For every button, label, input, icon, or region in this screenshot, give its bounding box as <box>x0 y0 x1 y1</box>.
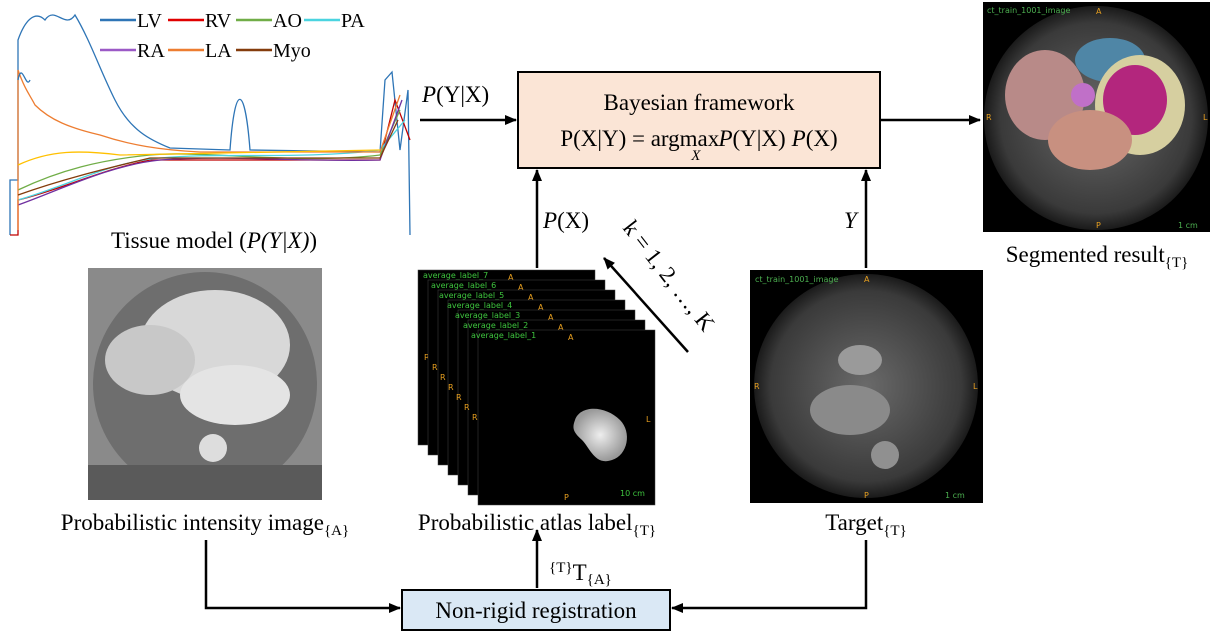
tissue-caption: Tissue model (P(Y|X)) <box>111 228 317 253</box>
legend: LV RV AO PA RA LA Myo <box>100 10 365 62</box>
atlas-layer-label: average_label_2 <box>463 321 528 330</box>
caption-text: Segmented result <box>1006 242 1166 267</box>
caption-text: Probabilistic atlas label <box>418 510 633 535</box>
legend-label: RA <box>137 40 165 62</box>
orientation: L <box>646 415 651 424</box>
caption-text: ) <box>309 228 317 253</box>
legend-label: AO <box>273 10 302 32</box>
label-fn: P <box>542 208 557 233</box>
caption-text: Tissue model ( <box>111 228 247 253</box>
arrow-label: Y <box>844 208 859 233</box>
orientation: R <box>472 413 478 422</box>
formula-part: P <box>791 126 806 151</box>
atlas-layer-label: average_label_1 <box>471 331 536 340</box>
orientation: P <box>864 491 869 500</box>
caption-sub: {T} <box>1165 255 1189 271</box>
caption-sub: {A} <box>324 523 349 539</box>
formula-part: (X) <box>806 126 838 151</box>
scale-bar: 1 cm <box>945 491 965 500</box>
caption-text: Target <box>825 510 884 535</box>
orientation: R <box>986 113 992 122</box>
bayesian-title: Bayesian framework <box>604 90 795 115</box>
orientation: L <box>973 382 978 391</box>
orientation: A <box>1096 7 1102 16</box>
orientation: R <box>464 403 470 412</box>
target-caption: Target{T} <box>825 510 907 539</box>
atlas-layer-label: average_label_5 <box>439 291 504 300</box>
caption-math: P(Y|X) <box>246 228 310 253</box>
label-sub: {A} <box>587 572 612 588</box>
formula-part: P <box>717 126 732 151</box>
diagram: LVRVAOPARALAMyo Tissue model (P(Y|X)) Ba… <box>0 0 1218 636</box>
orientation: P <box>1096 221 1101 230</box>
label-arg: (X) <box>557 208 589 233</box>
image-tag: ct_train_1001_image <box>755 275 839 284</box>
orientation: A <box>864 275 870 284</box>
legend-label: LA <box>205 40 232 62</box>
orientation: R <box>440 373 446 382</box>
arrow-label: P(X) <box>542 208 589 233</box>
label-fn: P <box>421 82 436 107</box>
orientation: R <box>456 393 462 402</box>
legend-label: PA <box>341 10 365 32</box>
caption-sub: {T} <box>633 523 657 539</box>
atlas-layer <box>478 330 655 505</box>
intensity-caption: Probabilistic intensity image{A} <box>61 510 349 539</box>
legend-label: RV <box>205 10 232 32</box>
legend-label: Myo <box>273 40 311 62</box>
label-arg: (Y|X) <box>436 82 489 107</box>
orientation: R <box>448 383 454 392</box>
atlas-layer-label: average_label_4 <box>447 301 512 310</box>
orientation: R <box>432 363 438 372</box>
caption-text: Probabilistic intensity image <box>61 510 324 535</box>
orientation: A <box>568 333 574 342</box>
scale-bar: 1 cm <box>1178 221 1198 230</box>
segmented-image: ct_train_1001_image A R L P 1 cm <box>983 2 1210 232</box>
image-tag: ct_train_1001_image <box>987 6 1071 15</box>
label-main: T <box>573 560 587 585</box>
registration-label: Non-rigid registration <box>435 598 637 623</box>
segmented-caption: Segmented result{T} <box>1006 242 1189 271</box>
atlas-layer-label: average_label_7 <box>423 271 488 280</box>
scale-bar: 10 cm <box>620 489 645 498</box>
atlas-caption: Probabilistic atlas label{T} <box>418 510 656 539</box>
formula-part: (Y|X) <box>733 126 786 151</box>
atlas-layer-label: average_label_3 <box>455 311 520 320</box>
label-sup: {T} <box>549 560 573 576</box>
transform-label: {T}T{A} <box>549 560 612 588</box>
target-image: ct_train_1001_image A R L P 1 cm <box>750 270 983 503</box>
atlas-layer-label: average_label_6 <box>431 281 496 290</box>
legend-label: LV <box>137 10 162 32</box>
caption-sub: {T} <box>883 523 907 539</box>
orientation: R <box>754 382 760 391</box>
intensity-image <box>88 268 322 500</box>
orientation: L <box>1203 113 1208 122</box>
formula-sub: X <box>690 148 701 164</box>
orientation: P <box>564 493 569 502</box>
arrow-label: P(Y|X) <box>421 82 489 107</box>
